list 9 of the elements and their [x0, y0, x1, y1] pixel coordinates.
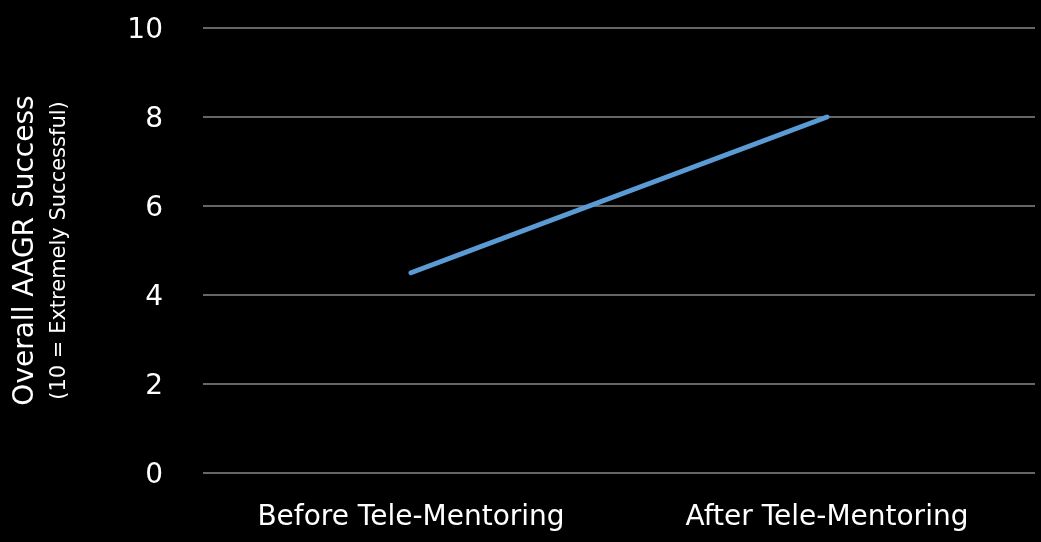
y-tick-label: 10 — [127, 11, 163, 45]
x-tick-label: After Tele-Mentoring — [685, 498, 969, 532]
y-tick-label: 8 — [145, 100, 163, 134]
y-tick-label: 0 — [145, 456, 163, 490]
y-axis-title: Overall AAGR Success (10 = Extremely Successful) — [6, 95, 70, 406]
y-tick-label: 4 — [145, 278, 163, 312]
y-tick-label: 2 — [145, 367, 163, 401]
y-tick-label: 6 — [145, 189, 163, 223]
x-tick-label: Before Tele-Mentoring — [257, 498, 565, 532]
